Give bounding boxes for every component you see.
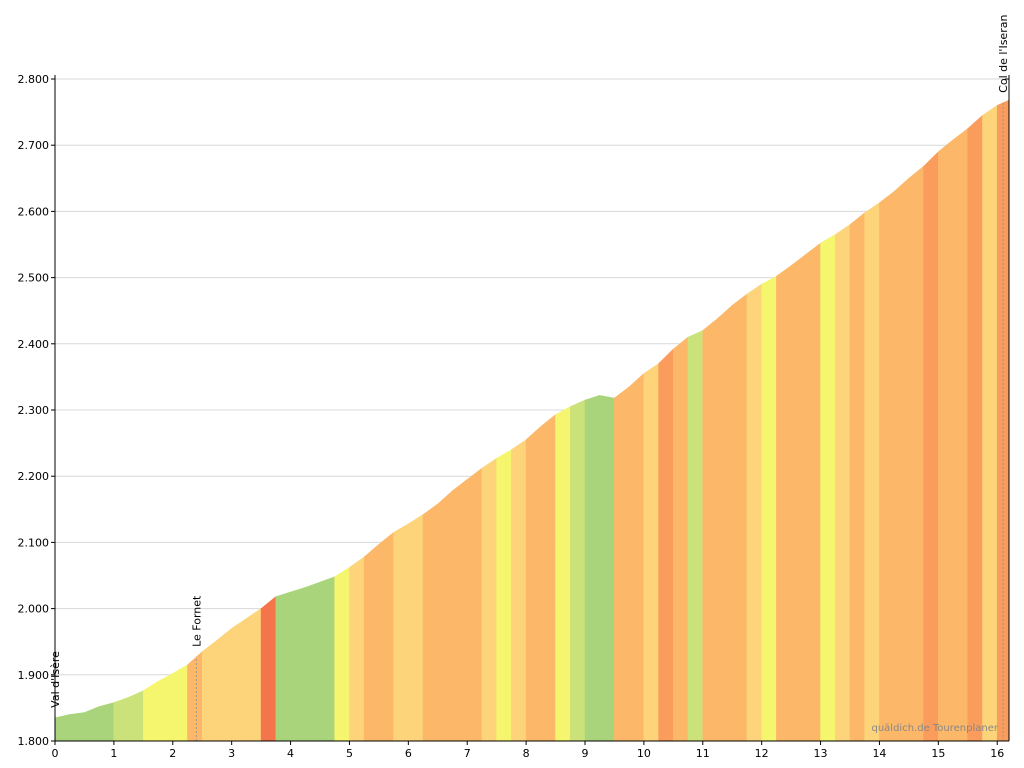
- profile-segment: [187, 650, 203, 742]
- profile-segment: [584, 395, 601, 742]
- profile-segment: [776, 265, 792, 742]
- profile-segment: [437, 490, 453, 742]
- profile-segment: [834, 224, 851, 742]
- profile-segment: [658, 348, 674, 742]
- profile-segment: [54, 714, 71, 742]
- x-tick-label: 11: [696, 747, 710, 760]
- x-tick-label: 10: [637, 747, 651, 760]
- profile-segment: [304, 581, 321, 742]
- watermark: quäldich.de Tourenplaner: [871, 723, 998, 734]
- x-tick-label: 4: [287, 747, 294, 760]
- profile-segment: [614, 386, 630, 742]
- profile-segment: [466, 467, 483, 742]
- x-tick-label: 1: [110, 747, 117, 760]
- profile-segment: [143, 680, 159, 742]
- profile-segment: [172, 664, 188, 742]
- x-tick-label: 6: [405, 747, 412, 760]
- x-tick-label: 13: [814, 747, 828, 760]
- profile-segment: [864, 202, 880, 742]
- y-tick-label: 2.500: [18, 272, 50, 285]
- x-tick-label: 12: [755, 747, 769, 760]
- profile-segment: [260, 596, 277, 742]
- profile-segment: [69, 712, 85, 742]
- profile-segment: [952, 128, 969, 742]
- x-tick-label: 3: [228, 747, 235, 760]
- profile-segment: [334, 567, 350, 742]
- profile-segment: [555, 406, 571, 742]
- profile-segment: [702, 318, 718, 742]
- profile-segment: [746, 283, 762, 742]
- y-tick-label: 1.800: [18, 735, 50, 748]
- x-tick-label: 0: [52, 747, 59, 760]
- profile-segment: [408, 514, 424, 742]
- profile-segment: [820, 234, 836, 742]
- y-tick-label: 2.200: [18, 470, 50, 483]
- y-tick-label: 1.900: [18, 669, 50, 682]
- profile-segment: [923, 151, 939, 742]
- x-tick-label: 8: [523, 747, 530, 760]
- profile-segment: [349, 556, 365, 742]
- profile-segment: [393, 523, 409, 742]
- annotation-label: Le Fornet: [190, 595, 203, 647]
- profile-segment: [687, 330, 704, 742]
- profile-segment: [893, 177, 910, 742]
- profile-segment: [246, 608, 262, 742]
- x-tick-label: 5: [346, 747, 353, 760]
- y-tick-label: 2.100: [18, 536, 50, 549]
- profile-segment: [275, 591, 291, 742]
- profile-segment: [113, 696, 129, 742]
- profile-segment: [525, 425, 542, 742]
- profile-segment: [599, 395, 615, 742]
- profile-segment: [967, 114, 983, 742]
- profile-segment: [628, 372, 645, 742]
- profile-segment: [790, 253, 807, 742]
- profile-segment: [452, 478, 468, 742]
- profile-segment: [982, 104, 998, 742]
- annotation-label: Col de l'Iseran: [997, 15, 1010, 93]
- profile-segment: [157, 672, 174, 742]
- y-tick-label: 2.300: [18, 404, 50, 417]
- profile-segment: [98, 702, 115, 742]
- profile-segment: [496, 449, 512, 742]
- profile-segment: [84, 706, 100, 742]
- y-tick-label: 2.800: [18, 73, 50, 86]
- x-tick-label: 7: [464, 747, 471, 760]
- profile-segment: [481, 457, 497, 742]
- x-tick-label: 16: [990, 747, 1004, 760]
- profile-segment: [761, 275, 777, 742]
- y-tick-label: 2.700: [18, 139, 50, 152]
- profile-segment: [643, 363, 659, 742]
- y-tick-label: 2.000: [18, 603, 50, 616]
- profile-segment: [938, 139, 954, 742]
- profile-segment: [201, 639, 218, 742]
- profile-segment: [673, 336, 689, 742]
- x-tick-label: 15: [931, 747, 945, 760]
- profile-segment: [363, 543, 380, 742]
- profile-segment: [908, 165, 924, 742]
- y-tick-label: 2.400: [18, 338, 50, 351]
- profile-segment: [319, 576, 336, 742]
- profile-segment: [849, 212, 866, 742]
- profile-segment: [879, 190, 895, 742]
- profile-segment: [511, 439, 527, 742]
- profile-segment: [805, 242, 821, 742]
- profile-segment: [422, 503, 439, 742]
- profile-segment: [216, 627, 232, 742]
- x-tick-label: 9: [582, 747, 589, 760]
- x-tick-label: 2: [169, 747, 176, 760]
- x-tick-label: 14: [872, 747, 886, 760]
- y-tick-label: 2.600: [18, 205, 50, 218]
- profile-segment: [290, 587, 306, 742]
- profile-segment: [128, 690, 144, 742]
- profile-segment: [717, 304, 733, 742]
- profile-segment: [731, 293, 748, 742]
- profile-segment: [231, 617, 247, 742]
- profile-segment: [378, 531, 394, 742]
- profile-segment: [540, 414, 556, 742]
- profile-segment: [569, 399, 586, 742]
